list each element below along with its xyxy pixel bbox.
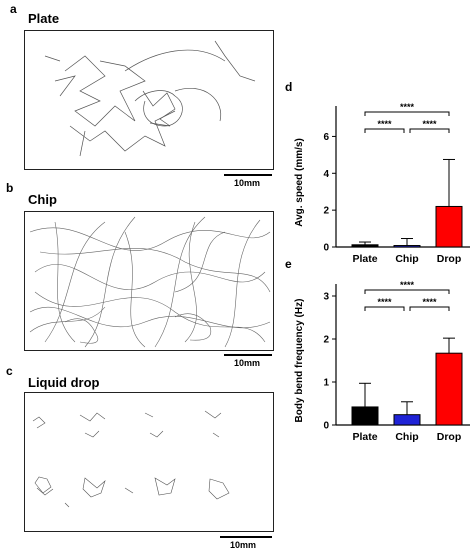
y-tick-label: 0 <box>323 421 329 432</box>
chip-tracks <box>29 216 271 348</box>
plate-scale-label: 10mm <box>234 178 261 188</box>
panel-d-letter: d <box>285 80 293 94</box>
avg-speed-chart: Avg. speed (mm/s) 0 2 4 6 Plate Chip Drop **** **… <box>294 102 470 265</box>
y-tick-label: 2 <box>323 206 329 217</box>
chip-scale-label: 10mm <box>234 358 261 368</box>
y-axis-label: Body bend frequency (Hz) <box>294 299 305 423</box>
drop-scale-bar <box>220 536 272 538</box>
significance-bracket <box>409 306 450 311</box>
significance-bracket <box>364 128 405 133</box>
body-bend-chart: Body bend frequency (Hz) 0 1 2 3 Plate Chip Dro… <box>294 280 470 443</box>
bar-chip <box>393 245 421 248</box>
panel-a-letter: a <box>10 2 17 16</box>
bar-plate <box>351 244 379 248</box>
panel-c-letter: c <box>6 364 13 378</box>
significance-label: **** <box>377 119 392 129</box>
panel-b-letter: b <box>6 181 14 195</box>
chip-track-image <box>24 211 274 351</box>
y-tick-label: 4 <box>323 169 329 180</box>
panel-a-title: Plate <box>28 11 60 26</box>
y-tick-label: 0 <box>323 243 329 254</box>
x-tick-label-drop: Drop <box>437 253 462 265</box>
drop-track-image <box>24 392 274 532</box>
y-tick-label: 6 <box>323 132 329 143</box>
significance-label: **** <box>400 102 415 112</box>
panel-c-title: Liquid drop <box>28 375 100 390</box>
significance-bracket <box>364 306 405 311</box>
significance-bracket <box>364 289 450 294</box>
x-tick-label-chip: Chip <box>395 431 418 443</box>
significance-label: **** <box>400 280 415 290</box>
x-tick-label-chip: Chip <box>395 253 418 265</box>
drop-scale-label: 10mm <box>230 540 257 550</box>
bar-drop <box>435 352 463 426</box>
significance-bracket <box>409 128 450 133</box>
chip-scale-bar <box>224 354 272 356</box>
x-tick-label-plate: Plate <box>352 253 377 265</box>
y-tick-label: 2 <box>323 335 329 346</box>
panel-b-title: Chip <box>28 192 57 207</box>
significance-label: **** <box>422 297 437 307</box>
significance-label: **** <box>422 119 437 129</box>
bar-plate <box>351 406 379 426</box>
plate-scale-bar <box>224 174 272 176</box>
significance-bracket <box>364 111 450 116</box>
y-axis-label: Avg. speed (mm/s) <box>294 138 305 227</box>
bar-drop <box>435 205 463 248</box>
plate-track-image <box>24 30 274 170</box>
y-tick-label: 3 <box>323 292 329 303</box>
drop-tracks <box>32 410 230 508</box>
bar-chip <box>393 414 421 426</box>
y-tick-label: 1 <box>323 378 329 389</box>
x-tick-label-plate: Plate <box>352 431 377 443</box>
panel-e-letter: e <box>285 257 292 271</box>
significance-label: **** <box>377 297 392 307</box>
plate-tracks <box>44 40 256 157</box>
x-tick-label-drop: Drop <box>437 431 462 443</box>
